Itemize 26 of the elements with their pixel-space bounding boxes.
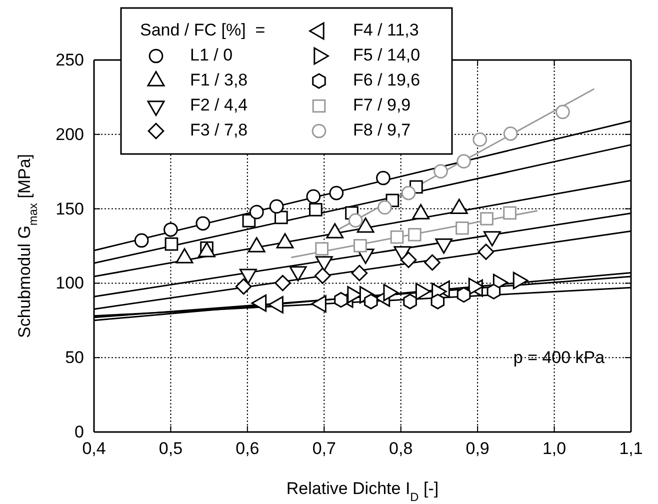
x-tick-label: 0,5 [158,439,183,458]
legend-label: F1 / 3,8 [190,70,248,90]
legend-label: F8 / 9,7 [353,120,411,140]
x-tick-label: 1,0 [542,439,566,458]
x-tick-label: 0,6 [236,439,260,458]
annotation: p = 400 kPa [513,348,606,367]
x-tick-label: 1,1 [619,439,643,458]
legend-label: F7 / 9,9 [353,95,411,114]
y-tick-label: 0 [74,422,84,442]
y-tick-label: 150 [56,199,84,218]
x-tick-label: 0,8 [389,439,413,458]
legend-label: F4 / 11,3 [353,20,419,40]
x-tick-label: 0,7 [312,439,336,458]
legend-label: F5 / 14,0 [353,45,420,64]
x-tick-label: 0,4 [82,439,106,458]
legend-label: F2 / 4,4 [190,95,248,114]
y-tick-label: 50 [65,348,84,368]
legend-label: F6 / 19,6 [353,70,420,90]
legend-label: L1 / 0 [190,45,233,64]
x-tick-label: 0,9 [466,439,490,458]
y-tick-label: 250 [56,50,84,70]
y-tick-label: 200 [56,124,84,144]
legend-label: F3 / 7,8 [190,120,248,140]
y-tick-label: 100 [56,274,84,293]
x-axis-title: Relative Dichte I$_{D}$ [-] [286,479,439,504]
legend-title: Sand / FC [%] = [140,20,266,40]
